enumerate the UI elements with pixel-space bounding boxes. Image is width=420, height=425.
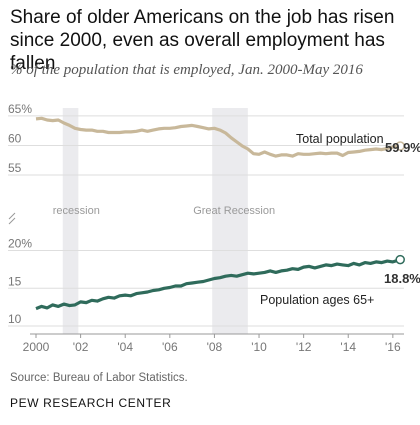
y-tick-label: 10 bbox=[8, 312, 22, 326]
y-tick-label: 15 bbox=[8, 274, 22, 288]
x-tick-label: 2000 bbox=[23, 340, 50, 354]
axis-break-stroke bbox=[8, 212, 16, 225]
x-tick-label: '14 bbox=[340, 340, 356, 354]
series-label-older: Population ages 65+ bbox=[260, 293, 374, 307]
older-population-line bbox=[35, 258, 401, 311]
x-tick-label: '10 bbox=[251, 340, 267, 354]
x-tick-label: '02 bbox=[73, 340, 89, 354]
end-point-marker bbox=[395, 141, 405, 151]
total-population-line bbox=[35, 116, 401, 158]
x-tick-label: '16 bbox=[385, 340, 401, 354]
end-point-marker bbox=[395, 254, 405, 265]
recession-band bbox=[212, 108, 248, 334]
series-label-total: Total population bbox=[296, 132, 384, 146]
recession-band bbox=[62, 108, 79, 334]
x-tick-label: '12 bbox=[296, 340, 312, 354]
x-tick-label: '08 bbox=[207, 340, 223, 354]
source-note: Source: Bureau of Labor Statistics. bbox=[10, 372, 188, 384]
y-tick-label: 60 bbox=[8, 131, 22, 145]
organization-name: PEW RESEARCH CENTER bbox=[10, 396, 172, 410]
y-tick-label: 55 bbox=[8, 161, 22, 175]
y-tick-label: 65% bbox=[8, 102, 32, 116]
x-tick-label: '06 bbox=[162, 340, 178, 354]
y-tick-label: 20% bbox=[8, 237, 32, 251]
end-value-older: 18.8% bbox=[384, 271, 420, 286]
gridlines bbox=[8, 115, 404, 338]
chart-title: Share of older Americans on the job has … bbox=[10, 7, 395, 74]
axis-break-icon bbox=[8, 212, 16, 225]
recession-label: Great Recession bbox=[193, 205, 275, 217]
end-value-total: 59.9% bbox=[385, 140, 420, 155]
chart-subtitle: % of the population that is employed, Ja… bbox=[10, 62, 363, 78]
x-tick-label: '04 bbox=[117, 340, 133, 354]
labels-layer: recession Great Recession 65% 60 55 20% 15 1020… bbox=[8, 102, 420, 354]
series-layer bbox=[35, 116, 405, 311]
recession-label: recession bbox=[53, 205, 100, 217]
